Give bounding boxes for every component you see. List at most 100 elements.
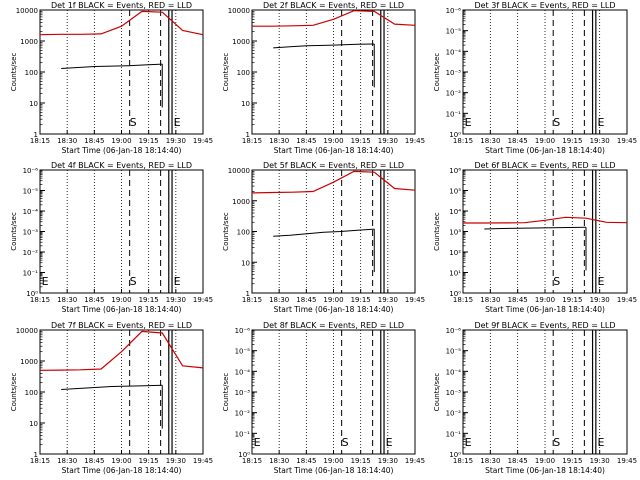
end-marker-label: E bbox=[42, 275, 49, 288]
x-tick-label: 18:15 bbox=[242, 296, 262, 304]
x-tick-label: 18:45 bbox=[296, 457, 316, 465]
y-tick-label: 10⁻³ bbox=[446, 389, 462, 397]
x-tick-label: 19:00 bbox=[323, 457, 343, 465]
chart-title: Det 3f BLACK = Events, RED = LLD bbox=[474, 1, 615, 10]
x-tick-label: 19:30 bbox=[378, 137, 398, 145]
y-tick-label: 10⁻² bbox=[235, 410, 251, 418]
y-tick-label: 10⁶ bbox=[449, 167, 461, 175]
y-tick-label: 10⁻⁶ bbox=[235, 327, 251, 335]
lld-series-line bbox=[39, 330, 204, 371]
x-tick-label: 19:30 bbox=[590, 457, 610, 465]
y-tick-label: 10⁻³ bbox=[23, 229, 39, 237]
y-tick-label: 1 bbox=[246, 131, 250, 139]
x-tick-label: 18:45 bbox=[296, 137, 316, 145]
y-tick-label: 10⁻⁵ bbox=[446, 28, 462, 36]
y-tick-label: 10⁻⁵ bbox=[446, 348, 462, 356]
lld-series-line bbox=[39, 10, 204, 36]
y-tick-label: 10² bbox=[449, 249, 461, 257]
y-tick-label: 10⁻⁴ bbox=[446, 48, 462, 56]
y-axis-label: Counts/sec bbox=[10, 373, 18, 412]
x-axis-label: Start Time (06-Jan-18 18:14:40) bbox=[274, 305, 394, 314]
x-axis-label: Start Time (06-Jan-18 18:14:40) bbox=[62, 146, 182, 155]
y-tick-label: 100 bbox=[237, 69, 250, 77]
end-marker-label: E bbox=[254, 436, 261, 449]
chart-title: Det 8f BLACK = Events, RED = LLD bbox=[263, 321, 404, 330]
lld-series-line bbox=[463, 216, 628, 224]
events-series-line bbox=[61, 63, 163, 69]
y-tick-label: 10⁻⁶ bbox=[446, 7, 462, 15]
y-tick-label: 10⁻⁶ bbox=[23, 167, 39, 175]
y-tick-label: 1 bbox=[34, 131, 38, 139]
x-tick-label: 19:45 bbox=[193, 296, 213, 304]
y-tick-label: 1000 bbox=[232, 38, 250, 46]
chart-panel-4: Det 4f BLACK = Events, RED = LLD 18:15 18:… bbox=[10, 161, 213, 314]
x-tick-label: 18:45 bbox=[508, 296, 528, 304]
x-tick-label: 19:45 bbox=[193, 137, 213, 145]
x-tick-label: 19:00 bbox=[111, 296, 131, 304]
x-axis-label: Start Time (06-Jan-18 18:14:40) bbox=[485, 146, 605, 155]
x-tick-label: 19:30 bbox=[166, 296, 186, 304]
y-tick-label: 10⁻³ bbox=[235, 389, 251, 397]
y-tick-label: 10⁵ bbox=[449, 188, 461, 196]
y-tick-label: 1 bbox=[246, 290, 250, 298]
x-axis-label: Start Time (06-Jan-18 18:14:40) bbox=[274, 146, 394, 155]
y-tick-label: 10 bbox=[29, 100, 38, 108]
chart-panel-2: Det 2f BLACK = Events, RED = LLD 18:15 18:… bbox=[222, 1, 425, 155]
chart-title: Det 5f BLACK = Events, RED = LLD bbox=[263, 161, 404, 170]
start-marker-label: S bbox=[342, 436, 349, 449]
y-tick-label: 10¹ bbox=[449, 270, 461, 278]
y-tick-label: 1 bbox=[34, 451, 38, 459]
y-tick-label: 1000 bbox=[20, 38, 38, 46]
y-axis-label: Counts/sec bbox=[433, 53, 441, 92]
x-tick-label: 19:45 bbox=[405, 296, 425, 304]
y-tick-label: 1000 bbox=[20, 358, 38, 366]
y-tick-label: 10⁻³ bbox=[446, 69, 462, 77]
x-tick-label: 19:00 bbox=[535, 457, 555, 465]
x-tick-label: 18:30 bbox=[480, 137, 500, 145]
x-tick-label: 19:30 bbox=[166, 457, 186, 465]
chart-panel-6: Det 6f BLACK = Events, RED = LLD 18:15 18:… bbox=[433, 161, 637, 314]
lld-series-line bbox=[252, 10, 416, 27]
y-tick-label: 10⁴ bbox=[449, 208, 461, 216]
x-tick-label: 19:15 bbox=[562, 457, 582, 465]
x-tick-label: 18:45 bbox=[508, 137, 528, 145]
lld-series-line bbox=[251, 170, 416, 194]
y-tick-label: 10000 bbox=[228, 7, 250, 15]
y-axis-label: Counts/sec bbox=[10, 53, 18, 92]
x-tick-label: 18:15 bbox=[453, 457, 473, 465]
events-series-line bbox=[61, 384, 163, 390]
x-tick-label: 19:15 bbox=[139, 296, 159, 304]
x-axis-label: Start Time (06-Jan-18 18:14:40) bbox=[485, 305, 605, 314]
x-tick-label: 19:30 bbox=[166, 137, 186, 145]
x-tick-label: 19:00 bbox=[111, 457, 131, 465]
events-series-line bbox=[273, 43, 375, 49]
end-marker-label: E bbox=[386, 436, 393, 449]
start-marker-label: S bbox=[130, 275, 137, 288]
x-tick-label: 18:30 bbox=[480, 296, 500, 304]
x-tick-label: 18:30 bbox=[57, 457, 77, 465]
y-tick-label: 10³ bbox=[449, 229, 461, 237]
y-tick-label: 10⁻² bbox=[23, 249, 39, 257]
x-tick-label: 19:00 bbox=[323, 137, 343, 145]
y-axis-label: Counts/sec bbox=[433, 373, 441, 412]
x-tick-label: 19:30 bbox=[590, 137, 610, 145]
chart-panel-7: Det 7f BLACK = Events, RED = LLD 18:15 18:… bbox=[10, 321, 213, 475]
x-tick-label: 18:15 bbox=[30, 457, 50, 465]
x-tick-label: 19:15 bbox=[351, 296, 371, 304]
x-axis-label: Start Time (06-Jan-18 18:14:40) bbox=[62, 466, 182, 475]
y-tick-label: 10⁻⁵ bbox=[23, 188, 39, 196]
start-marker-label: S bbox=[553, 436, 560, 449]
y-tick-label: 10⁻⁵ bbox=[235, 348, 251, 356]
x-tick-label: 18:45 bbox=[296, 296, 316, 304]
chart-title: Det 4f BLACK = Events, RED = LLD bbox=[51, 161, 192, 170]
y-tick-label: 10⁻² bbox=[446, 90, 462, 98]
x-tick-label: 18:45 bbox=[84, 457, 104, 465]
y-tick-label: 10⁻¹ bbox=[235, 430, 251, 438]
y-tick-label: 10⁰ bbox=[449, 451, 461, 459]
start-marker-label: S bbox=[553, 116, 560, 129]
x-tick-label: 18:30 bbox=[57, 137, 77, 145]
y-tick-label: 10 bbox=[241, 100, 250, 108]
x-tick-label: 18:30 bbox=[480, 457, 500, 465]
x-tick-label: 18:15 bbox=[453, 137, 473, 145]
end-marker-label: E bbox=[465, 116, 472, 129]
